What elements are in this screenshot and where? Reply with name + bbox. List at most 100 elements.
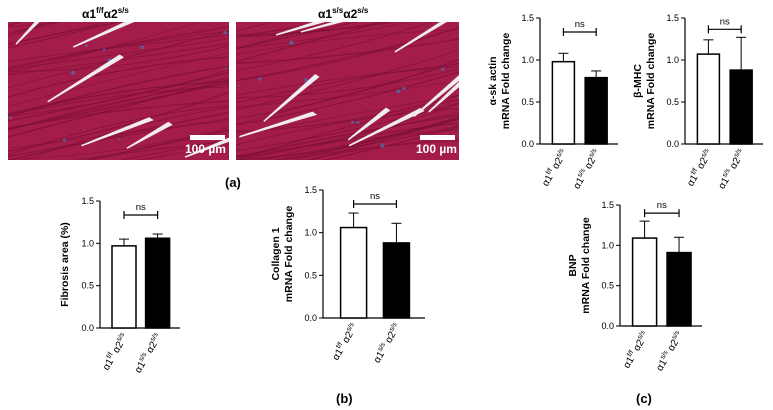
group-label-sup: s/s bbox=[659, 349, 670, 361]
bar bbox=[382, 242, 411, 319]
fibrosis-spot bbox=[224, 67, 227, 70]
muscle-fiber bbox=[236, 22, 358, 49]
muscle-fiber bbox=[250, 116, 459, 160]
muscle-fiber bbox=[8, 52, 229, 107]
muscle-fiber bbox=[8, 86, 229, 116]
y-tick-label: 1.5 bbox=[81, 196, 94, 206]
tissue-gap bbox=[126, 121, 173, 149]
tissue-gap bbox=[300, 22, 344, 33]
bar bbox=[696, 53, 721, 145]
group-label-base: α1 bbox=[654, 357, 669, 373]
x-category-label: α1s/s α2s/s bbox=[571, 147, 603, 191]
x-category-label: α1s/s α2s/s bbox=[132, 331, 164, 375]
group-label-sup: s/s bbox=[377, 341, 388, 353]
bar bbox=[584, 76, 608, 145]
y-tick-label: 1.0 bbox=[521, 55, 534, 65]
muscle-fiber bbox=[236, 22, 412, 49]
y-tick-label: 0.5 bbox=[601, 281, 614, 291]
histology-image-right: 100 µm bbox=[236, 22, 459, 160]
fibrosis-spot bbox=[350, 120, 354, 124]
muscle-fiber bbox=[236, 22, 398, 35]
fibrosis-spot bbox=[304, 78, 308, 82]
histology-title-right: α1s/sα2s/s bbox=[318, 6, 369, 21]
fibrosis-spot bbox=[140, 45, 145, 49]
significance-label: ns bbox=[136, 202, 146, 213]
fibrosis-spot bbox=[238, 85, 241, 87]
group-label-sup: s/s bbox=[636, 329, 647, 341]
group-label-base: α1 bbox=[331, 347, 346, 363]
group-label-base: α1 bbox=[101, 357, 116, 373]
muscle-fiber bbox=[236, 22, 433, 71]
muscle-fiber bbox=[236, 38, 459, 64]
group-label-base: α1 bbox=[133, 359, 148, 375]
x-category-label: α1s/s α2s/s bbox=[716, 147, 748, 191]
muscle-fiber bbox=[8, 77, 229, 130]
muscle-fiber bbox=[236, 108, 459, 146]
x-category-label: α1f/f α2s/s bbox=[330, 321, 361, 362]
muscle-fiber bbox=[236, 49, 459, 111]
significance-label: ns bbox=[370, 191, 380, 202]
bar bbox=[339, 226, 368, 319]
fibrosis-spot bbox=[441, 67, 445, 71]
muscle-fiber bbox=[236, 129, 459, 157]
panel-label-b: (b) bbox=[336, 391, 353, 406]
fibrosis-spot bbox=[289, 40, 294, 46]
bar bbox=[729, 69, 753, 145]
muscle-fiber bbox=[8, 22, 202, 74]
muscle-fiber bbox=[236, 58, 459, 120]
y-axis-label: mRNA Fold change bbox=[283, 206, 295, 303]
panel-label-a: (a) bbox=[225, 175, 241, 190]
scale-bar-left bbox=[190, 135, 225, 140]
y-tick-label: 1.0 bbox=[601, 240, 614, 250]
group-label-base: α1 bbox=[717, 175, 732, 191]
scale-bar-right bbox=[420, 135, 455, 140]
y-tick-label: 0.0 bbox=[304, 313, 317, 323]
muscle-fiber bbox=[8, 34, 229, 62]
group-label-sup: s/s bbox=[700, 147, 711, 159]
muscle-fiber bbox=[8, 22, 62, 28]
y-tick-label: 0.5 bbox=[81, 281, 94, 291]
muscle-fiber bbox=[322, 126, 459, 160]
y-tick-label: 1.5 bbox=[666, 13, 679, 23]
y-tick-label: 0.5 bbox=[304, 270, 317, 280]
group-label-sup: s/s bbox=[116, 331, 127, 343]
fibrosis-spot bbox=[102, 48, 106, 51]
group-label-sup: s/s bbox=[576, 167, 587, 179]
tissue-gap bbox=[72, 22, 135, 48]
y-axis-label: mRNA Fold change bbox=[645, 33, 657, 130]
group-label-base: α1 bbox=[685, 173, 700, 189]
muscle-fiber bbox=[236, 102, 459, 152]
muscle-fiber bbox=[8, 111, 229, 160]
y-tick-label: 1.5 bbox=[304, 185, 317, 195]
tissue-gap bbox=[413, 74, 459, 117]
y-tick-label: 0.0 bbox=[521, 139, 534, 149]
panel-label-c: (c) bbox=[636, 391, 652, 406]
tissue-gap bbox=[184, 137, 229, 158]
group-label-base: α1 bbox=[572, 175, 587, 191]
muscle-fiber bbox=[236, 22, 327, 38]
group-label-sup: f/f bbox=[335, 341, 344, 350]
x-category-label: α1f/f α2s/s bbox=[100, 331, 131, 372]
muscle-fiber bbox=[8, 126, 229, 160]
chart-collagen: 0.0 0.5 1.0 1.5 Collagen 1 mRNA Fold change α1… bbox=[270, 185, 425, 365]
histology-title-left: α1f/fα2s/s bbox=[82, 6, 129, 21]
y-tick-label: 1.5 bbox=[601, 200, 614, 210]
group-label-sup: f/f bbox=[106, 351, 115, 360]
muscle-fiber bbox=[8, 45, 229, 72]
muscle-fiber bbox=[8, 120, 229, 149]
y-tick-label: 1.5 bbox=[521, 13, 534, 23]
muscle-fiber bbox=[236, 80, 459, 108]
tissue-gap bbox=[47, 54, 125, 103]
group-label-base: α1 bbox=[372, 349, 387, 365]
significance-label: ns bbox=[720, 16, 730, 27]
muscle-fiber bbox=[8, 118, 229, 158]
group-label-sup: s/s bbox=[138, 351, 149, 363]
x-category-label: α1f/f α2s/s bbox=[539, 147, 570, 188]
muscle-fiber bbox=[8, 105, 229, 156]
fibrosis-spot bbox=[396, 89, 401, 94]
group-label-base: α1 bbox=[540, 173, 555, 189]
fibrosis-spot bbox=[258, 77, 262, 81]
chart-bnp: 0.0 0.5 1.0 1.5 BNP mRNA Fold change α1f/f α2s… bbox=[567, 200, 702, 373]
muscle-fiber bbox=[304, 138, 459, 160]
